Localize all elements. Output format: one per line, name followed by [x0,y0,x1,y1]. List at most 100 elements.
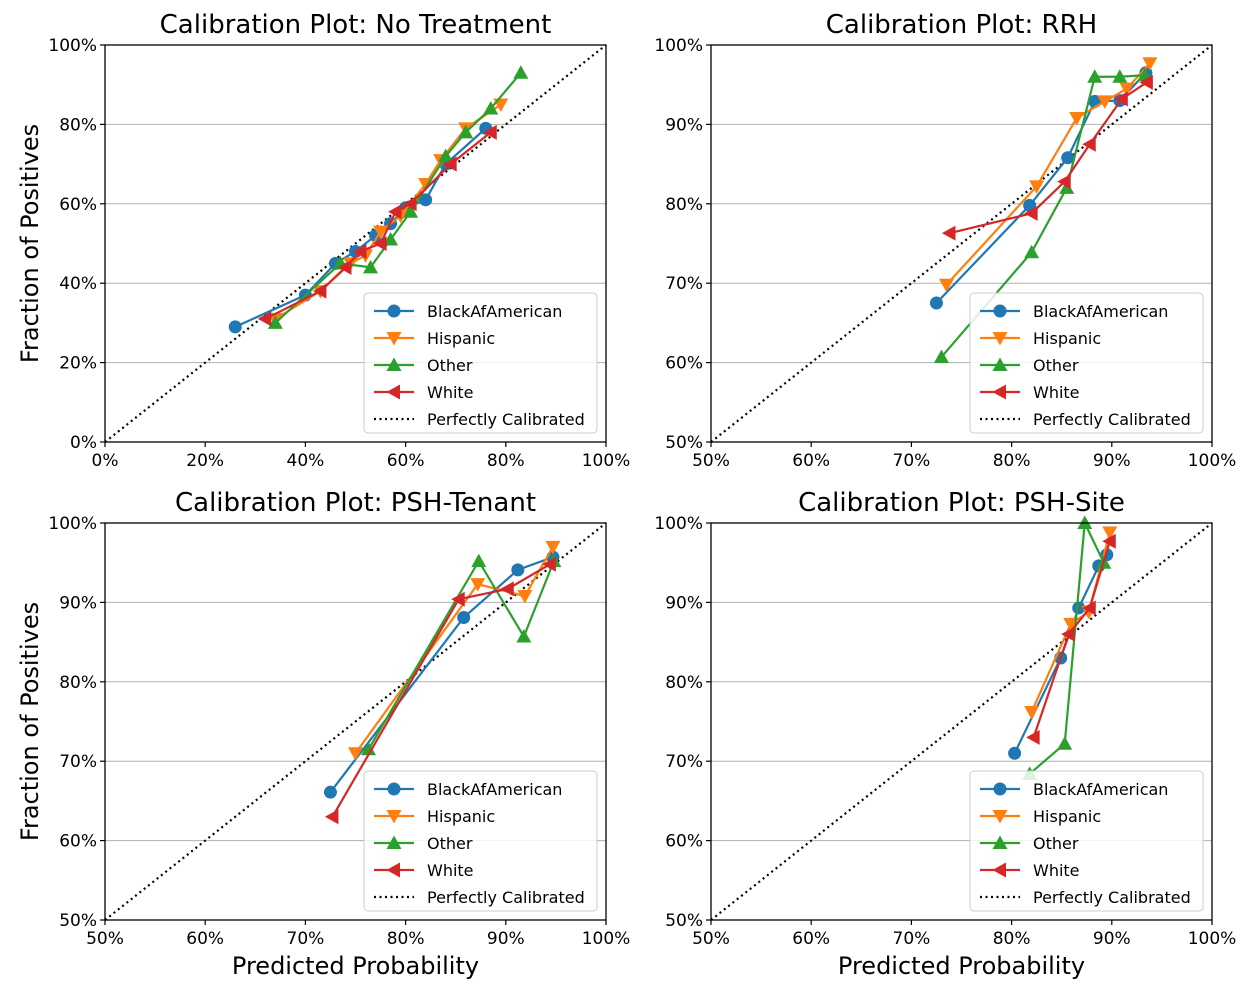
y-tick-label: 60% [59,195,97,215]
legend-label: Perfectly Calibrated [427,410,585,429]
axes-frame [104,522,607,921]
y-tick-label: 60% [665,832,703,852]
legend-marker [386,357,402,371]
x-tick-label: 100% [582,929,631,949]
data-point [1082,600,1096,616]
data-point [483,124,497,140]
data-point [513,65,529,79]
series-line-white [1032,540,1111,738]
data-point [1119,82,1135,97]
legend-box [363,292,598,434]
chart-title: Calibration Plot: RRH [826,10,1097,40]
x-tick-label: 80% [387,929,425,949]
legend-label: Other [1033,834,1079,853]
x-tick-label: 80% [993,929,1031,949]
legend-marker [992,357,1008,371]
y-axis-label: Fraction of Positives [16,124,44,363]
legend-box [969,292,1204,434]
legend-marker [992,810,1008,824]
y-tick-label: 100% [654,36,703,56]
y-tick-label: 50% [665,433,703,453]
data-point [516,629,532,643]
legend-marker [993,304,1007,318]
panel-3: 50% 60% 70% 80% 90% 100% 50% 60% 70% 80% 90% 100% Ca… [16,488,630,980]
legend-label: White [1033,861,1080,880]
data-point [1072,601,1086,615]
data-point [929,296,943,310]
y-tick-label: 90% [665,115,703,135]
data-point [470,578,486,592]
x-tick-label: 80% [487,451,525,471]
data-point [511,563,525,577]
x-tick-label: 60% [792,451,830,471]
y-tick-label: 100% [48,514,97,534]
data-point [1112,69,1128,83]
y-tick-label: 40% [59,274,97,294]
legend-label: Perfectly Calibrated [1033,888,1191,907]
data-point [1024,205,1038,221]
y-tick-label: 100% [48,36,97,56]
x-axis-label: Predicted Probability [232,952,479,980]
data-point [1142,57,1158,71]
x-tick-label: 50% [692,929,730,949]
series-line-hispanic [1030,532,1111,713]
data-point [1087,69,1103,83]
data-point [1061,151,1075,165]
y-tick-label: 80% [665,673,703,693]
legend-marker [992,835,1008,849]
perfect-calibration-line [104,44,607,443]
data-point [443,156,457,172]
legend: BlackAfAmerican Hispanic Other White Perfect… [363,770,598,912]
y-tick-label: 90% [665,593,703,613]
data-point [1057,736,1073,750]
y-tick-label: 70% [665,752,703,772]
y-tick-label: 60% [59,832,97,852]
y-tick-label: 60% [665,354,703,374]
data-point [267,315,283,329]
data-point [542,556,556,572]
x-tick-label: 50% [692,451,730,471]
x-tick-label: 60% [387,451,425,471]
chart-title: Calibration Plot: No Treatment [160,10,552,40]
x-tick-label: 0% [92,451,119,471]
y-tick-label: 50% [665,911,703,931]
y-tick-label: 100% [654,514,703,534]
data-point [483,101,499,115]
x-tick-label: 70% [893,451,931,471]
chart-title: Calibration Plot: PSH-Site [798,488,1125,518]
x-tick-label: 20% [186,451,224,471]
data-point [388,204,402,220]
legend-label: Other [427,834,473,853]
data-point [324,809,339,825]
axes-frame [710,522,1213,921]
series-line-white [949,81,1148,235]
legend-label: White [1033,383,1080,402]
data-point [1139,74,1153,90]
y-tick-label: 80% [59,673,97,693]
axes-frame [104,44,607,443]
y-tick-label: 70% [665,274,703,294]
legend-marker [993,782,1007,796]
data-point [1114,91,1128,107]
legend-label: BlackAfAmerican [427,780,562,799]
y-axis-label: Fraction of Positives [16,602,44,841]
series-line-other [1028,518,1105,775]
legend-marker [386,332,402,346]
data-point [1063,617,1079,632]
legend-label: BlackAfAmerican [1033,302,1168,321]
data-point [545,540,561,555]
x-tick-label: 90% [1093,929,1131,949]
legend: BlackAfAmerican Hispanic Other White Perfect… [969,770,1204,912]
legend-marker [387,782,401,796]
y-tick-label: 70% [59,752,97,772]
data-point [337,259,352,275]
x-tick-label: 90% [487,929,525,949]
legend-label: Hispanic [427,807,495,826]
data-point [1077,515,1093,529]
legend-marker [386,810,402,824]
data-point [1024,244,1040,259]
data-point [348,747,363,761]
data-point [1082,136,1096,152]
data-point [228,320,242,334]
data-point [403,204,419,218]
